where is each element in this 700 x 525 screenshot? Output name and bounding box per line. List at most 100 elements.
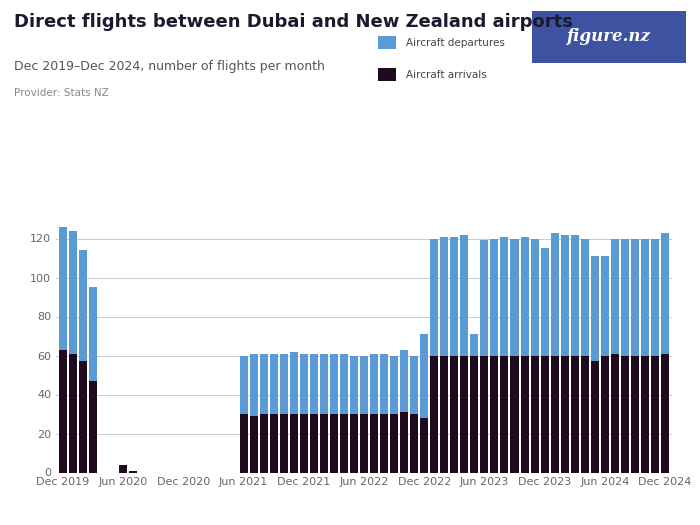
Bar (420, 334, 428, 418)
Bar (410, 355, 418, 414)
Text: Direct flights between Dubai and New Zealand airports: Direct flights between Dubai and New Zea… (14, 13, 573, 31)
Bar (410, 414, 418, 472)
Bar (300, 414, 308, 472)
Bar (601, 355, 609, 472)
Bar (260, 414, 267, 472)
Bar (380, 353, 388, 414)
Bar (290, 352, 298, 414)
Bar (561, 235, 568, 355)
Bar (79, 361, 87, 472)
Bar (350, 355, 358, 414)
Bar (570, 235, 579, 355)
Bar (59, 227, 67, 350)
Bar (270, 414, 278, 472)
Bar (89, 381, 97, 472)
Bar (500, 355, 508, 472)
Bar (461, 235, 468, 355)
Bar (611, 353, 619, 472)
Bar (661, 233, 669, 353)
Bar (510, 238, 519, 355)
Bar (510, 355, 519, 472)
Bar (260, 353, 267, 414)
Bar (440, 355, 448, 472)
Text: Dec 2019–Dec 2024, number of flights per month: Dec 2019–Dec 2024, number of flights per… (14, 60, 325, 74)
Bar (631, 238, 639, 355)
Bar (641, 355, 649, 472)
Bar (470, 355, 478, 472)
Bar (581, 238, 589, 355)
Bar (400, 350, 408, 412)
Bar (300, 353, 308, 414)
Bar (130, 470, 137, 473)
Bar (521, 237, 528, 355)
FancyBboxPatch shape (378, 68, 396, 81)
Bar (531, 355, 538, 472)
Bar (551, 355, 559, 472)
Bar (561, 355, 568, 472)
Text: Provider: Stats NZ: Provider: Stats NZ (14, 88, 108, 98)
Bar (480, 240, 489, 355)
Bar (320, 353, 328, 414)
Bar (370, 414, 378, 472)
Bar (651, 355, 659, 472)
Bar (340, 414, 348, 472)
Bar (69, 353, 77, 472)
Bar (641, 238, 649, 355)
Bar (450, 237, 459, 355)
Bar (491, 238, 498, 355)
Bar (621, 355, 629, 472)
Bar (440, 237, 448, 355)
Bar (310, 353, 318, 414)
Bar (380, 414, 388, 472)
Bar (491, 355, 498, 472)
Bar (360, 355, 368, 414)
Bar (370, 353, 378, 414)
Bar (621, 238, 629, 355)
FancyBboxPatch shape (378, 36, 396, 49)
Bar (280, 414, 288, 472)
Text: Aircraft arrivals: Aircraft arrivals (406, 70, 486, 80)
Bar (250, 353, 258, 416)
Bar (400, 412, 408, 472)
Text: Aircraft departures: Aircraft departures (406, 38, 505, 48)
Bar (390, 414, 398, 472)
Bar (591, 361, 598, 472)
Bar (280, 353, 288, 414)
Bar (360, 414, 368, 472)
Bar (330, 414, 338, 472)
Bar (651, 238, 659, 355)
Bar (420, 418, 428, 472)
Text: figure.nz: figure.nz (567, 28, 651, 45)
Bar (239, 414, 248, 472)
Bar (310, 414, 318, 472)
Bar (551, 233, 559, 355)
Bar (450, 355, 459, 472)
Bar (119, 465, 127, 472)
Bar (521, 355, 528, 472)
Bar (340, 353, 348, 414)
Bar (581, 355, 589, 472)
Bar (430, 355, 438, 472)
Bar (239, 355, 248, 414)
Bar (290, 414, 298, 472)
Bar (390, 355, 398, 414)
Bar (89, 287, 97, 381)
Bar (540, 355, 549, 472)
Bar (661, 353, 669, 472)
Bar (531, 238, 538, 355)
Bar (59, 350, 67, 472)
Bar (470, 334, 478, 355)
Bar (570, 355, 579, 472)
Bar (591, 256, 598, 361)
Bar (250, 416, 258, 472)
Bar (79, 250, 87, 361)
Bar (270, 353, 278, 414)
Bar (430, 238, 438, 355)
Bar (601, 256, 609, 355)
Bar (350, 414, 358, 472)
Bar (631, 355, 639, 472)
Bar (611, 238, 619, 353)
Bar (480, 355, 489, 472)
Bar (320, 414, 328, 472)
Bar (500, 237, 508, 355)
